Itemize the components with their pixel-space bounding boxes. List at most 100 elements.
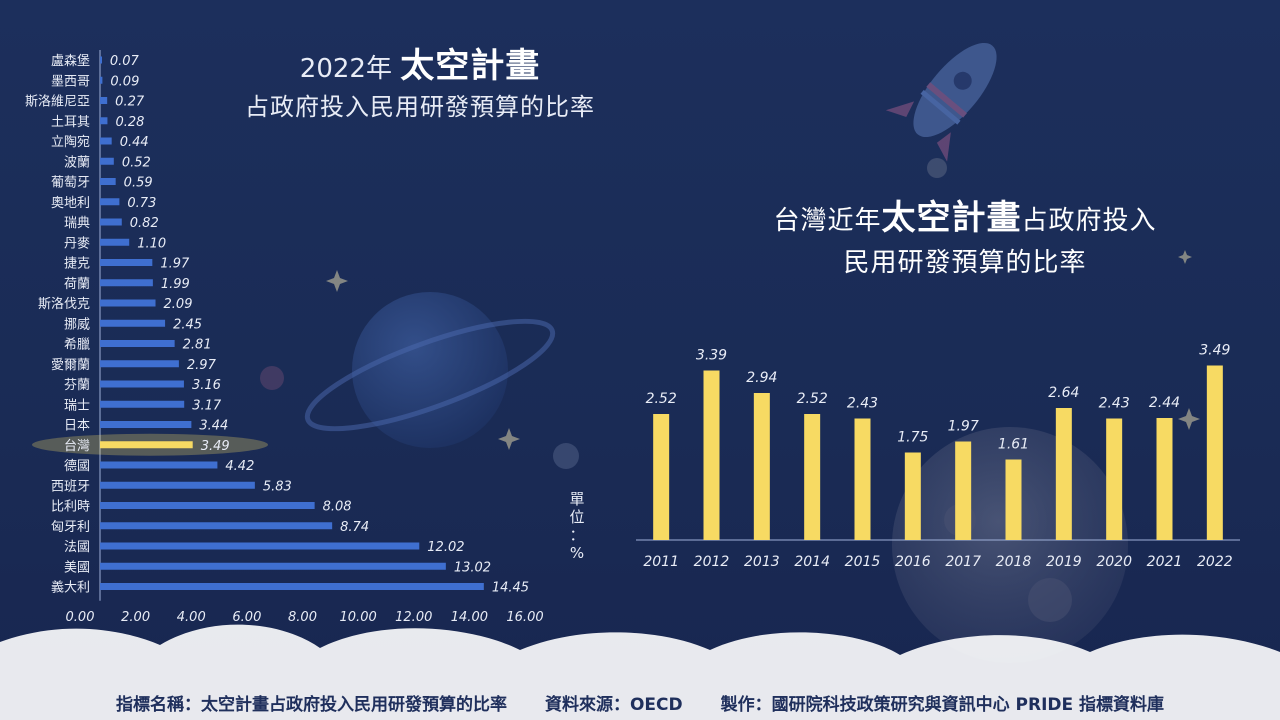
unit-char-1: 單: [569, 490, 585, 508]
value-label: 0.07: [110, 54, 140, 69]
left-title-line2: 占政府投入民用研發預算的比率: [245, 93, 595, 121]
bar-德國: [100, 461, 218, 469]
bar-丹麥: [100, 238, 130, 246]
category-label: 荷蘭: [64, 276, 90, 292]
bar-2017: [955, 441, 972, 540]
value-label: 1.61: [998, 437, 1029, 453]
stars: [326, 250, 1200, 450]
category-label: 捷克: [64, 257, 90, 272]
value-label: 8.74: [340, 520, 369, 535]
bar-立陶宛: [100, 137, 112, 145]
x-tick-label: 0.00: [66, 610, 95, 625]
value-label: 12.02: [427, 540, 464, 555]
value-label: 1.99: [161, 277, 190, 292]
x-tick-label: 6.00: [232, 610, 261, 625]
unit-label: 單 位 ： %: [566, 490, 588, 562]
value-label: 0.73: [127, 196, 156, 211]
unit-char-2: 位: [569, 508, 585, 526]
bar-2016: [904, 452, 921, 540]
value-label: 1.10: [137, 236, 166, 251]
rocket-illustration: [885, 42, 997, 162]
value-label: 2.81: [183, 338, 212, 353]
value-label: 2.64: [1048, 385, 1079, 401]
right-chart-title: 台灣近年太空計畫占政府投入 民用研發預算的比率: [700, 196, 1230, 283]
value-label: 0.82: [130, 216, 159, 231]
value-label: 3.44: [199, 419, 228, 434]
bar-葡萄牙: [100, 178, 116, 185]
value-label: 5.83: [263, 479, 292, 494]
year-label: 2018: [996, 554, 1032, 570]
category-label: 比利時: [51, 500, 90, 515]
bar-台灣: [100, 441, 193, 449]
bar-愛爾蘭: [100, 360, 179, 368]
bar-西班牙: [100, 481, 255, 489]
category-label: 德國: [64, 459, 90, 474]
value-label: 2.52: [797, 391, 828, 407]
year-label: 2021: [1147, 554, 1183, 570]
value-label: 3.49: [201, 439, 230, 454]
bar-日本: [100, 421, 192, 428]
category-label: 日本: [64, 419, 90, 434]
category-label: 義大利: [51, 580, 90, 596]
value-label: 4.42: [225, 459, 254, 474]
category-label: 挪威: [64, 317, 90, 332]
category-label: 波蘭: [64, 154, 90, 170]
bar-義大利: [100, 583, 484, 590]
bar-2015: [854, 418, 871, 540]
footer: 指標名稱：太空計畫占政府投入民用研發預算的比率 資料來源：OECD 製作：國研院…: [0, 684, 1280, 720]
right-title-post2: 入: [1129, 206, 1157, 236]
value-label: 2.43: [847, 396, 878, 412]
right-title-line2: 民用研發預算的比率: [843, 248, 1087, 278]
year-label: 2015: [845, 554, 881, 570]
year-label: 2019: [1046, 554, 1082, 570]
category-label: 墨西哥: [51, 74, 90, 89]
value-label: 2.97: [187, 358, 217, 373]
bar-墨西哥: [100, 76, 103, 84]
value-label: 1.75: [897, 430, 928, 446]
planet-illustration: [260, 292, 579, 469]
bar-瑞典: [100, 218, 122, 226]
category-label: 愛爾蘭: [51, 357, 90, 373]
category-label: 芬蘭: [64, 377, 90, 393]
value-label: 2.52: [646, 391, 677, 407]
bar-挪威: [100, 319, 166, 327]
year-label: 2022: [1197, 554, 1233, 570]
bar-荷蘭: [100, 279, 153, 287]
value-label: 3.49: [1199, 343, 1230, 359]
unit-char-3: ：: [569, 526, 585, 544]
year-label: 2014: [794, 554, 830, 570]
footer-producer: 製作：國研院科技政策研究與資訊中心 PRIDE 指標資料庫: [720, 694, 1165, 715]
bar-2014: [804, 414, 821, 540]
year-label: 2013: [744, 554, 780, 570]
bar-2022: [1206, 365, 1223, 540]
value-label: 2.43: [1099, 396, 1130, 412]
category-label: 斯洛維尼亞: [25, 95, 90, 110]
bar-比利時: [100, 502, 315, 509]
category-label: 台灣: [64, 439, 90, 454]
right-title-post: 占政府投: [1021, 206, 1130, 236]
bar-2013: [753, 393, 770, 540]
bar-2011: [653, 414, 670, 540]
bar-斯洛維尼亞: [100, 97, 108, 104]
category-label: 西班牙: [51, 479, 90, 494]
left-title-year: 2022年: [299, 54, 392, 84]
bar-奧地利: [100, 198, 120, 206]
year-label: 2016: [895, 554, 931, 570]
value-label: 2.44: [1149, 395, 1180, 411]
x-tick-label: 10.00: [340, 610, 377, 625]
bar-美國: [100, 562, 446, 570]
value-label: 3.39: [696, 348, 727, 364]
bar-芬蘭: [100, 380, 184, 388]
bar-2018: [1005, 459, 1022, 540]
year-label: 2012: [694, 554, 730, 570]
category-label: 瑞典: [64, 216, 90, 231]
category-label: 美國: [64, 560, 90, 575]
value-label: 0.44: [120, 135, 149, 150]
category-label: 斯洛伐克: [38, 297, 90, 312]
category-label: 丹麥: [64, 235, 90, 251]
category-label: 立陶宛: [51, 134, 90, 150]
x-tick-label: 2.00: [121, 610, 150, 625]
value-label: 2.94: [746, 370, 777, 386]
